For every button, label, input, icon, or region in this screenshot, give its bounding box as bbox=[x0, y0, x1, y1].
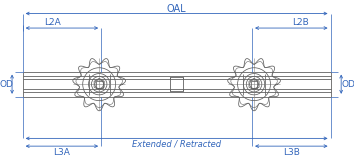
Text: L2A: L2A bbox=[44, 18, 61, 27]
Text: OAL: OAL bbox=[167, 4, 187, 14]
Text: L2B: L2B bbox=[292, 18, 309, 27]
Text: OD: OD bbox=[0, 80, 13, 89]
Text: L3A: L3A bbox=[53, 148, 70, 157]
Text: Extended / Retracted: Extended / Retracted bbox=[132, 140, 221, 149]
Text: L3B: L3B bbox=[283, 148, 300, 157]
Text: OD: OD bbox=[341, 80, 354, 89]
Bar bbox=[170, 77, 183, 91]
